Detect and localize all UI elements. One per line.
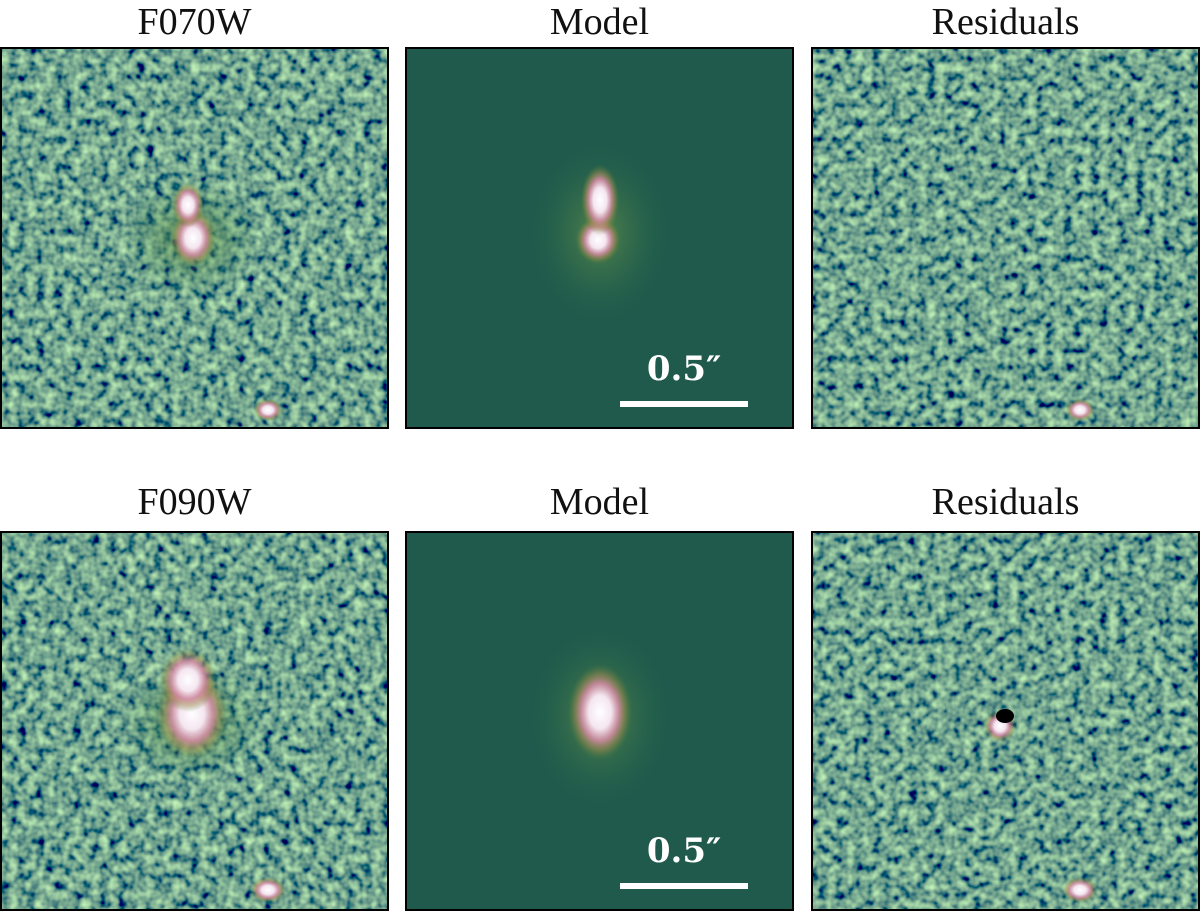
source [253, 398, 283, 422]
image-content [1, 532, 388, 910]
image-panel [0, 531, 389, 911]
image-content [406, 48, 793, 428]
image-content [406, 532, 793, 910]
scale-bar-label: 0.5″ [647, 349, 721, 389]
image-content [812, 532, 1199, 910]
panel-title: Model [550, 1, 649, 43]
image-panel [811, 531, 1200, 911]
panel-border [811, 47, 1200, 429]
source [172, 182, 204, 228]
image-panel [811, 47, 1200, 429]
source [250, 877, 286, 903]
source [159, 648, 217, 712]
source [580, 164, 620, 236]
negative-residual [996, 709, 1014, 723]
image-panel [0, 47, 389, 429]
source [1062, 877, 1098, 903]
panel-border [405, 531, 794, 911]
source [568, 664, 632, 760]
panel-border [0, 531, 389, 911]
panel-title: Residuals [932, 481, 1080, 523]
panel-title: Model [550, 481, 649, 523]
panel-border [811, 531, 1200, 911]
image-content [812, 48, 1199, 428]
panel-border [405, 47, 794, 429]
scale-bar-label: 0.5″ [647, 831, 721, 871]
source [1065, 398, 1095, 422]
panel-title: Residuals [932, 1, 1080, 43]
panel-title: F090W [138, 481, 252, 523]
panel-border [0, 47, 389, 429]
image-panel: 0.5″ [405, 47, 794, 429]
noise-background [812, 48, 1199, 428]
panel-title: F070W [138, 1, 252, 43]
image-panel: 0.5″ [405, 531, 794, 911]
image-content [1, 48, 388, 428]
